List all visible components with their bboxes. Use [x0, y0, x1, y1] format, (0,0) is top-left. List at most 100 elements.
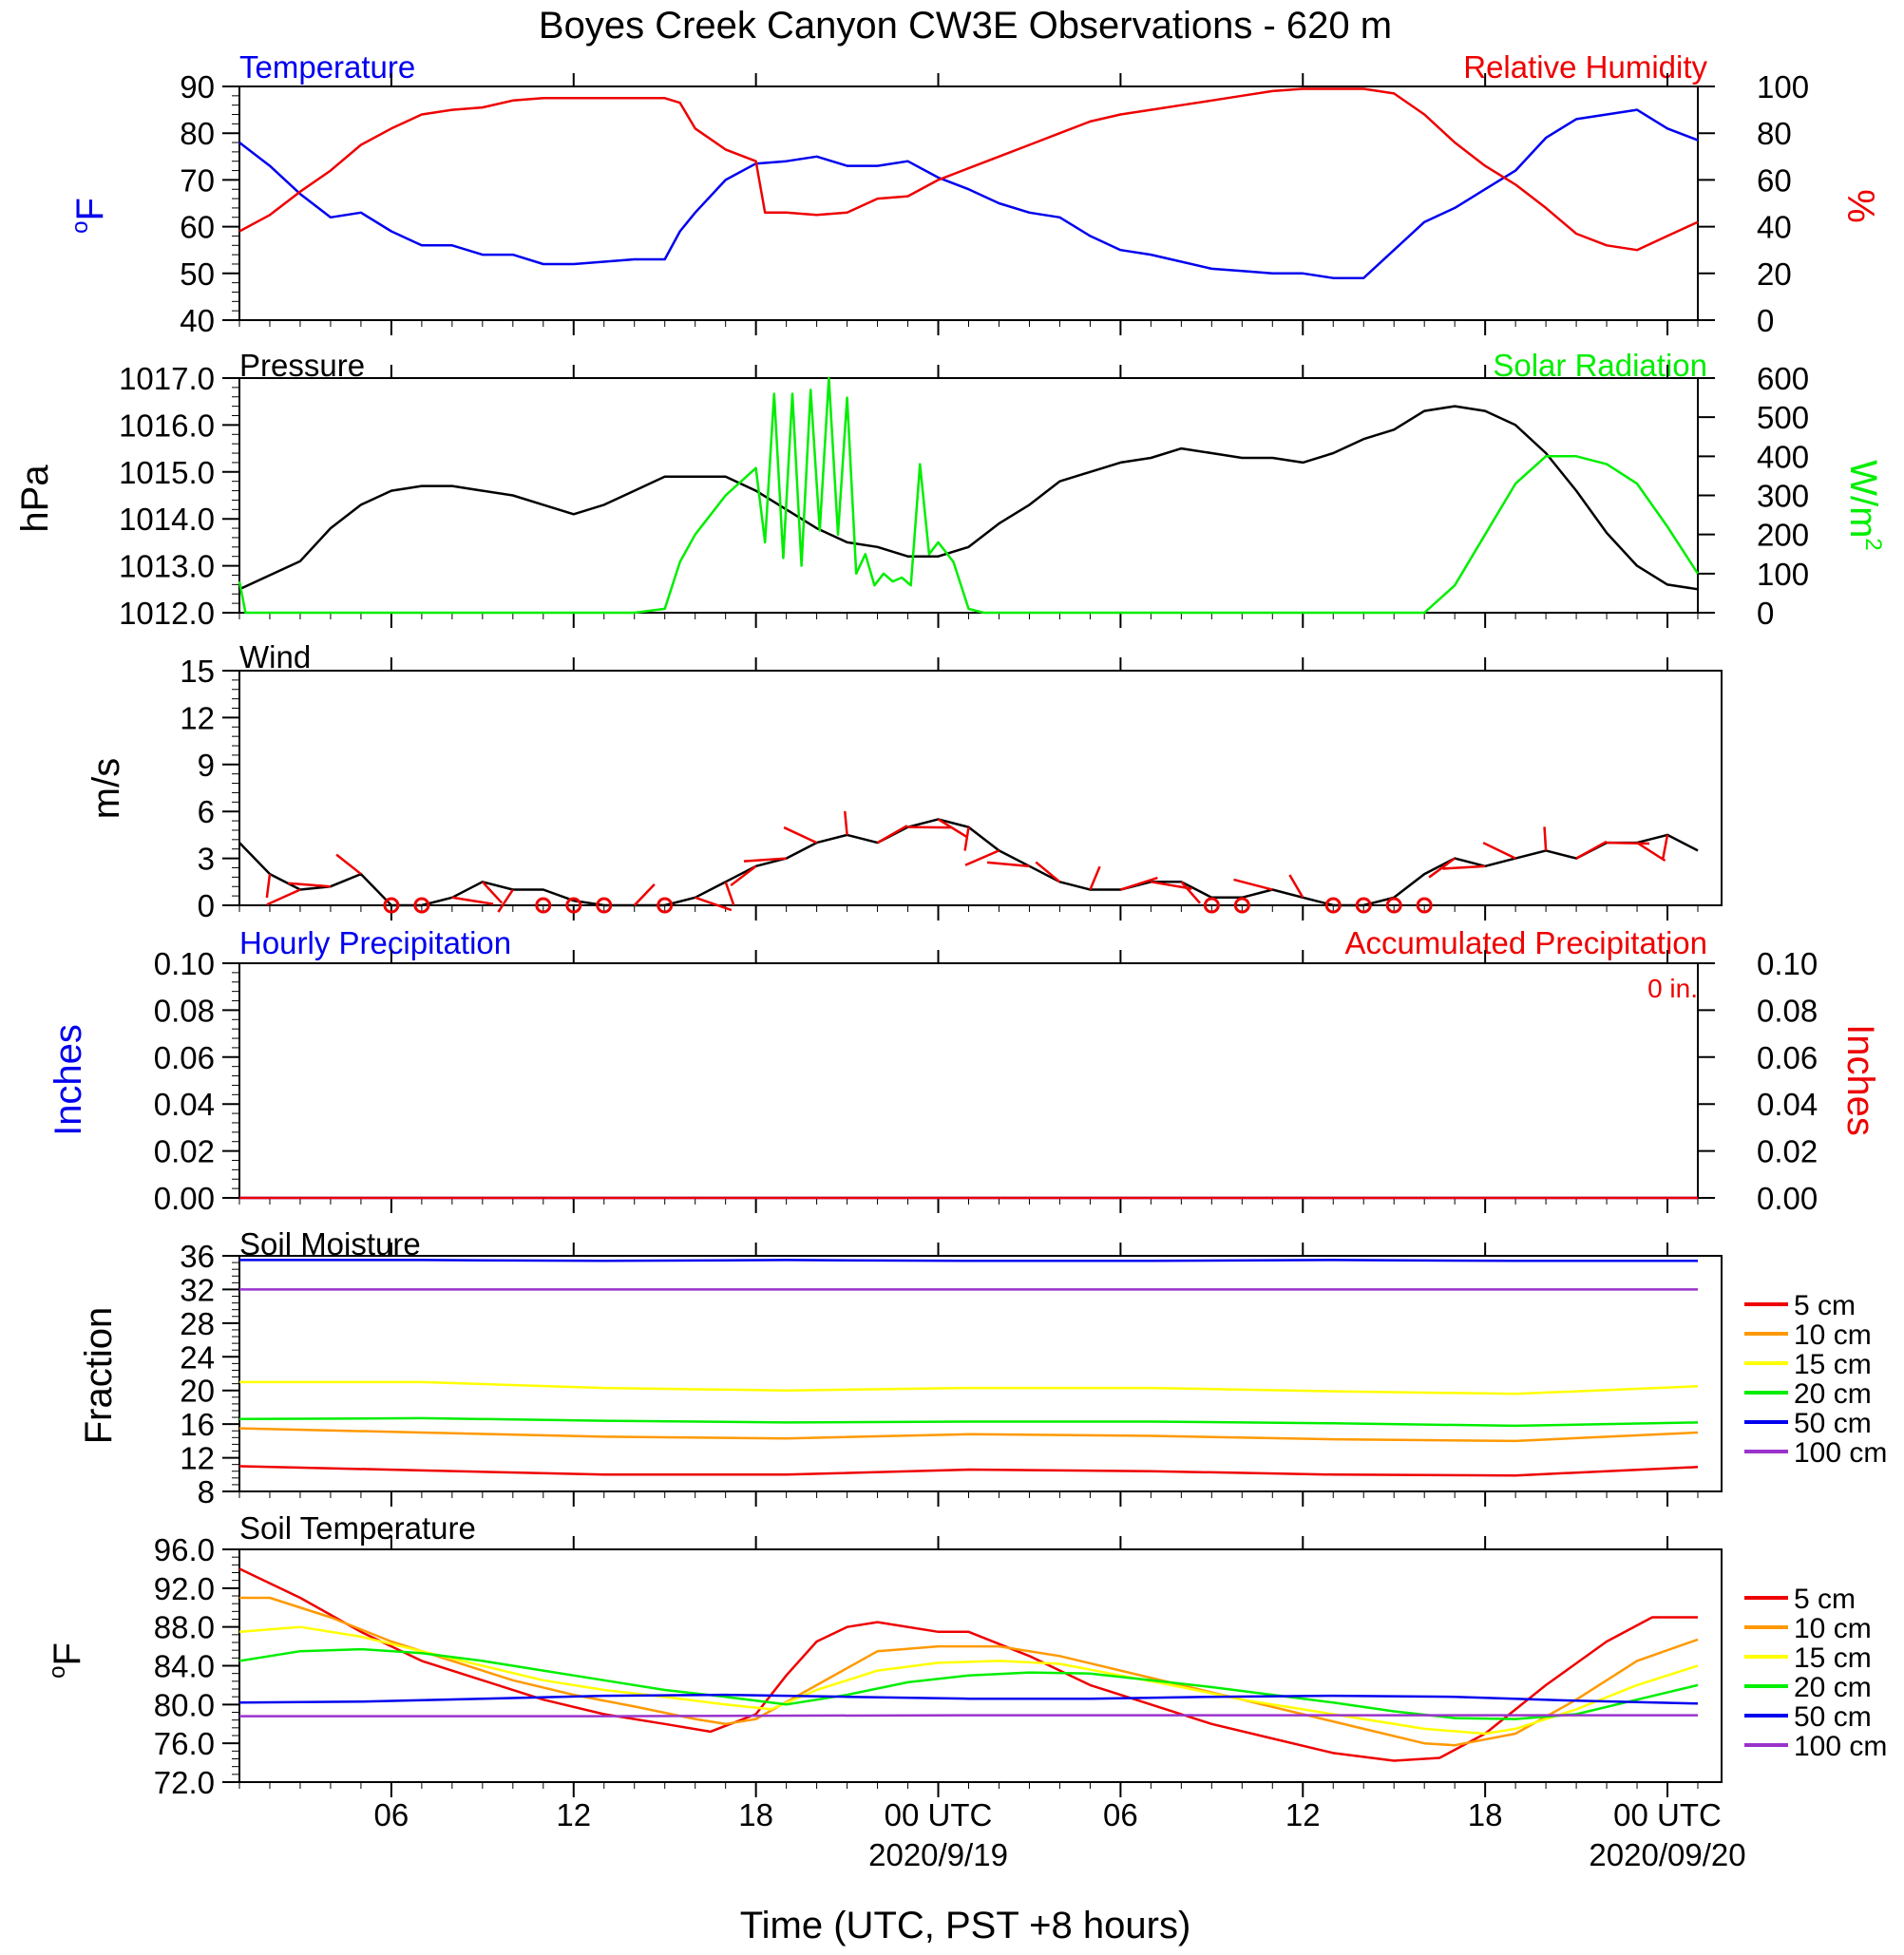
x-tick-label: 12: [556, 1797, 591, 1832]
y-tick-label: 36: [180, 1239, 215, 1274]
y-tick-label: 84.0: [154, 1649, 215, 1684]
wind-barb: [633, 883, 656, 906]
y-right-tick-label: 500: [1757, 400, 1809, 435]
precipitation-panel: Hourly Precipitation Accumulated Precipi…: [48, 925, 1881, 1136]
wind-barb: [783, 826, 818, 845]
y-right-tick-label: 300: [1757, 479, 1809, 514]
y-right-tick-label: 20: [1757, 256, 1792, 292]
svg-text:oF: oF: [45, 1642, 88, 1679]
y-tick-label: 12: [180, 700, 215, 735]
y-right-tick-label: 40: [1757, 210, 1792, 245]
y-right-tick-label: 0.08: [1757, 993, 1818, 1028]
wind-title: Wind: [239, 639, 311, 674]
y-tick-label: 70: [180, 162, 215, 198]
hourly-precip-title: Hourly Precipitation: [239, 925, 511, 960]
wind-calm-marker: [1233, 897, 1250, 914]
y-tick-label: 0.04: [154, 1087, 215, 1122]
wind-barb: [266, 888, 301, 906]
y-tick-label: 40: [180, 303, 215, 338]
y-right-tick-label: 100: [1757, 69, 1809, 104]
y-tick-label: 15: [180, 654, 215, 689]
y-tick-label: 1015.0: [119, 455, 215, 490]
legend-label-5cm: 5 cm: [1794, 1584, 1856, 1615]
y-tick-label: 76.0: [154, 1726, 215, 1761]
temperature-humidity-panel: Temperature Relative Humidity oF %: [67, 49, 1881, 234]
y-tick-label: 0.10: [154, 946, 215, 981]
series-line-20-cm: [238, 1647, 1699, 1720]
y-tick-label: 80.0: [154, 1687, 215, 1722]
wind-barb: [1575, 840, 1608, 860]
y-right-tick-label: 100: [1757, 557, 1809, 592]
solar-title: Solar Radiation: [1493, 348, 1707, 383]
y-tick-label: 0.06: [154, 1040, 215, 1075]
x-tick-label: 18: [738, 1797, 773, 1832]
x-tick-date: 2020/09/20: [1589, 1837, 1745, 1872]
series-line-15-cm: [239, 1380, 1699, 1395]
y-tick-label: 12: [180, 1441, 215, 1476]
wind-barb: [1233, 878, 1273, 891]
series-line-5-cm: [238, 1465, 1699, 1477]
wind-barb: [451, 896, 494, 905]
humidity-title: Relative Humidity: [1463, 49, 1707, 85]
series-line-100-cm: [239, 1714, 1698, 1718]
wind-barb: [1636, 842, 1666, 863]
y-tick-label: 6: [198, 794, 215, 829]
wind-panel: Wind m/s: [86, 639, 311, 819]
wind-calm-marker: [1385, 897, 1402, 914]
accumulated-precip-title: Accumulated Precipitation: [1344, 925, 1707, 960]
y-tick-label: 80: [180, 116, 215, 151]
wind-barb: [497, 888, 514, 913]
svg-text:W/m2: W/m2: [1842, 460, 1886, 551]
legend-label-20cm: 20 cm: [1794, 1672, 1872, 1703]
y-tick-label: 50: [180, 256, 215, 292]
figure-title: Boyes Creek Canyon CW3E Observations - 6…: [539, 5, 1392, 47]
y-tick-label: 92.0: [154, 1571, 215, 1606]
wind-barb: [964, 849, 1000, 866]
y-tick-label: 1017.0: [119, 361, 215, 396]
wind-barb: [1035, 861, 1061, 883]
y-right-tick-label: 0.02: [1757, 1134, 1818, 1169]
wind-barb: [743, 857, 787, 863]
y-tick-label: 0.08: [154, 993, 215, 1028]
legend-label-20cm: 20 cm: [1794, 1378, 1872, 1410]
legend-label-50cm: 50 cm: [1794, 1408, 1872, 1439]
x-axis-label: Time (UTC, PST +8 hours): [740, 1905, 1191, 1946]
y-right-tick-label: 0.10: [1757, 946, 1818, 981]
soil-temperature-axis-label: oF: [45, 1642, 88, 1679]
wind-barb: [724, 881, 735, 906]
y-tick-label: 1012.0: [119, 596, 215, 631]
accumulated-precip-axis-label: Inches: [1839, 1024, 1881, 1136]
wind-calm-marker: [413, 897, 430, 914]
y-tick-label: 0.00: [154, 1181, 215, 1216]
wind-barb: [481, 881, 504, 904]
wind-barb: [843, 810, 848, 836]
y-tick-label: 88.0: [154, 1610, 215, 1645]
series-line-solar-radiation: [238, 376, 1700, 615]
temperature-axis-label: oF: [67, 198, 111, 234]
y-right-tick-label: 400: [1757, 439, 1809, 474]
wind-barb: [1180, 881, 1202, 904]
y-right-tick-label: 60: [1757, 162, 1792, 198]
series-line-10-cm: [239, 1596, 1699, 1747]
wind-barb: [288, 882, 332, 888]
x-tick-label: 18: [1468, 1797, 1503, 1832]
y-tick-label: 8: [198, 1474, 215, 1509]
wind-axis-label: m/s: [86, 758, 127, 819]
hourly-precip-axis-label: Inches: [48, 1024, 89, 1136]
y-tick-label: 90: [180, 69, 215, 104]
series-line-pressure: [238, 405, 1699, 591]
wind-barb: [1089, 865, 1101, 891]
wind-calm-marker: [657, 897, 674, 914]
legend-label-15cm: 15 cm: [1794, 1642, 1872, 1674]
wind-barb: [1607, 841, 1650, 845]
y-right-tick-label: 200: [1757, 518, 1809, 553]
wind-calm-marker: [565, 897, 582, 914]
y-tick-label: 1013.0: [119, 549, 215, 584]
y-tick-label: 9: [198, 748, 215, 783]
x-tick-label: 12: [1285, 1797, 1321, 1832]
pressure-solar-panel: Pressure Solar Radiation hPa W/m2: [14, 348, 1886, 551]
legend-label-10cm: 10 cm: [1794, 1319, 1872, 1351]
y-tick-label: 16: [180, 1407, 215, 1442]
y-right-tick-label: 0.06: [1757, 1040, 1818, 1075]
